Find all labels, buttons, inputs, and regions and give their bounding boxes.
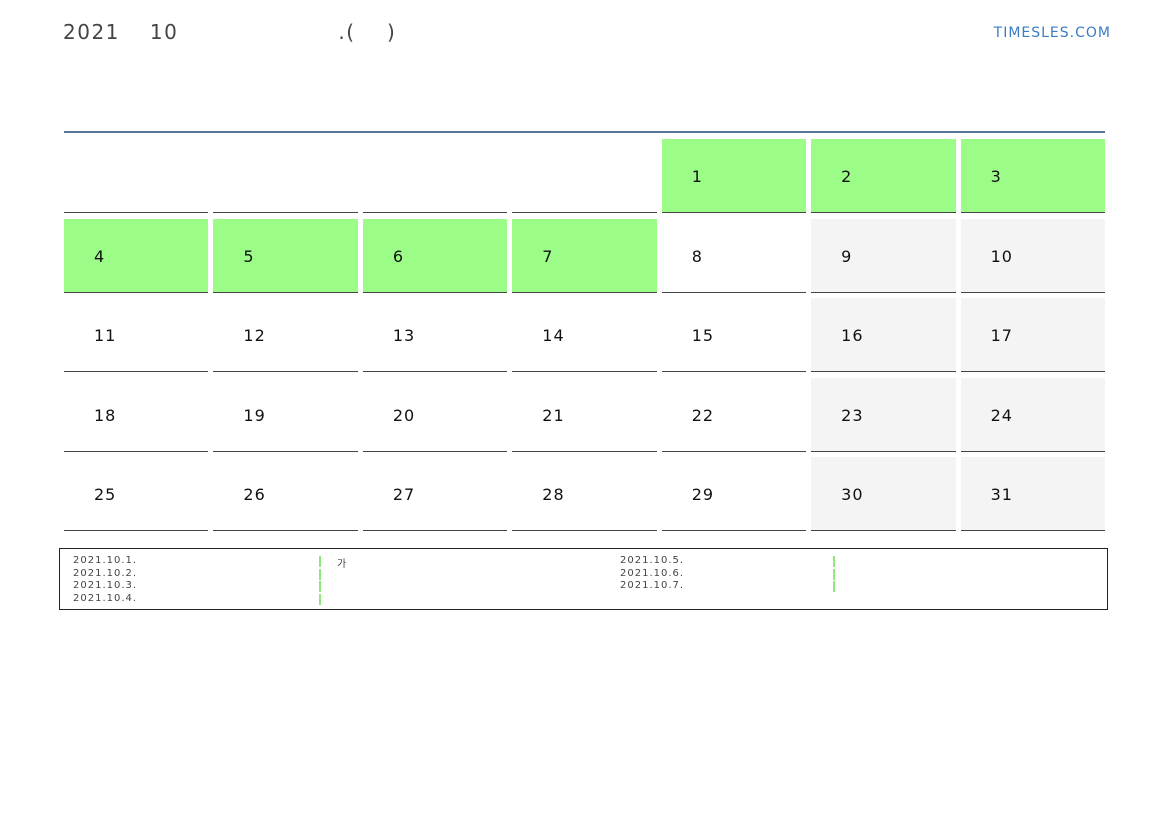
day-number: 19 <box>243 405 266 425</box>
day-cell-13[interactable]: 13 <box>362 298 508 372</box>
empty-day-cell <box>64 139 209 213</box>
day-cell-2[interactable]: 2 <box>811 139 956 213</box>
day-cell-12[interactable]: 12 <box>213 298 358 372</box>
day-number: 21 <box>542 405 565 425</box>
day-number: 5 <box>243 246 255 266</box>
day-cell-18[interactable]: 18 <box>64 377 209 452</box>
legend-item: 2021.10.2. <box>73 567 321 581</box>
day-number: 23 <box>841 405 864 425</box>
day-cell-27[interactable]: 27 <box>362 457 508 531</box>
day-cell-3[interactable]: 3 <box>960 139 1105 213</box>
day-cell-25[interactable]: 25 <box>64 457 209 531</box>
legend-item: 2021.10.6. <box>620 567 835 581</box>
legend-color-marker <box>319 593 321 605</box>
day-cell-30[interactable]: 30 <box>811 457 956 531</box>
day-number: 17 <box>990 326 1013 345</box>
day-cell-8[interactable]: 8 <box>661 218 807 293</box>
legend-date: 2021.10.5. <box>620 555 685 566</box>
day-cell-31[interactable]: 31 <box>960 457 1105 531</box>
legend-item: 2021.10.1. <box>73 555 321 568</box>
legend-date: 2021.10.6. <box>620 567 685 579</box>
day-cell-6[interactable]: 6 <box>362 218 508 293</box>
empty-day-cell <box>362 139 508 213</box>
day-number: 8 <box>691 246 703 266</box>
day-cell-23[interactable]: 23 <box>811 377 956 452</box>
legend-date: 2021.10.2. <box>73 567 138 579</box>
day-number: 7 <box>542 246 554 266</box>
legend-date: 2021.10.1. <box>73 555 138 566</box>
day-number: 28 <box>542 485 565 504</box>
empty-day-cell <box>213 139 358 213</box>
day-number: 14 <box>542 326 565 345</box>
day-cell-15[interactable]: 15 <box>661 298 807 372</box>
day-cell-22[interactable]: 22 <box>661 377 807 452</box>
day-cell-28[interactable]: 28 <box>512 457 657 531</box>
day-number: 2 <box>841 167 853 186</box>
title-year: 2021 <box>63 20 120 44</box>
day-number: 29 <box>691 485 715 504</box>
day-number: 27 <box>392 485 416 504</box>
day-number: 16 <box>841 326 864 345</box>
legend-color-marker <box>833 581 835 592</box>
site-logo-link[interactable]: TIMESLES.COM <box>993 25 1111 41</box>
title-suffix: .( ) <box>338 20 397 44</box>
day-cell-17[interactable]: 17 <box>960 298 1105 372</box>
day-cell-11[interactable]: 11 <box>64 298 209 372</box>
day-cell-20[interactable]: 20 <box>362 377 508 452</box>
day-cell-7[interactable]: 7 <box>512 218 657 293</box>
legend-color-marker <box>319 568 321 580</box>
day-number: 22 <box>691 405 715 425</box>
day-number: 15 <box>691 326 715 345</box>
legend-color-marker <box>833 568 835 580</box>
empty-day-cell <box>512 139 657 213</box>
legend-date: 2021.10.3. <box>73 580 138 591</box>
day-cell-26[interactable]: 26 <box>213 457 358 531</box>
day-number: 25 <box>94 485 117 504</box>
legend-item: 2021.10.4. <box>73 592 321 606</box>
calendar-grid: 1 2 3 4 5 6 7 8 9 10 11 12 13 14 15 16 17 18 19 20 21 22 23 24 2… <box>64 139 1105 531</box>
day-number: 4 <box>94 246 106 266</box>
day-number: 3 <box>990 167 1002 186</box>
day-number: 10 <box>990 246 1013 266</box>
day-number: 11 <box>94 326 117 345</box>
day-cell-14[interactable]: 14 <box>512 298 657 372</box>
day-cell-16[interactable]: 16 <box>811 298 956 372</box>
calendar-top-rule <box>64 131 1105 133</box>
day-cell-1[interactable]: 1 <box>661 139 807 213</box>
day-cell-4[interactable]: 4 <box>64 218 209 293</box>
legend-color-marker <box>319 556 321 567</box>
legend-date: 2021.10.4. <box>73 592 138 604</box>
holiday-legend: 2021.10.1. 2021.10.2. 2021.10.3. 2021.10.4.… <box>59 548 1108 610</box>
day-number: 20 <box>392 405 416 425</box>
day-cell-21[interactable]: 21 <box>512 377 657 452</box>
page-title: 2021 10 .( ) <box>63 20 396 44</box>
day-number: 26 <box>243 485 266 504</box>
legend-note: 가 <box>337 559 348 570</box>
day-cell-10[interactable]: 10 <box>960 218 1105 293</box>
day-cell-5[interactable]: 5 <box>213 218 358 293</box>
title-month: 10 <box>149 20 179 44</box>
day-number: 9 <box>841 246 853 266</box>
day-number: 18 <box>94 405 117 425</box>
day-number: 12 <box>243 326 266 345</box>
day-number: 24 <box>990 405 1013 425</box>
legend-item: 2021.10.3. <box>73 580 321 593</box>
legend-color-marker <box>833 556 835 567</box>
day-number: 30 <box>841 485 864 504</box>
day-number: 31 <box>990 485 1013 504</box>
legend-date: 2021.10.7. <box>620 580 685 591</box>
day-cell-29[interactable]: 29 <box>661 457 807 531</box>
legend-item: 2021.10.5. <box>620 555 835 568</box>
day-cell-19[interactable]: 19 <box>213 377 358 452</box>
legend-color-marker <box>319 581 321 592</box>
day-cell-24[interactable]: 24 <box>960 377 1105 452</box>
day-cell-9[interactable]: 9 <box>811 218 956 293</box>
legend-item: 2021.10.7. <box>620 580 835 593</box>
day-number: 13 <box>392 326 416 345</box>
day-number: 6 <box>392 246 405 266</box>
day-number: 1 <box>691 167 703 186</box>
